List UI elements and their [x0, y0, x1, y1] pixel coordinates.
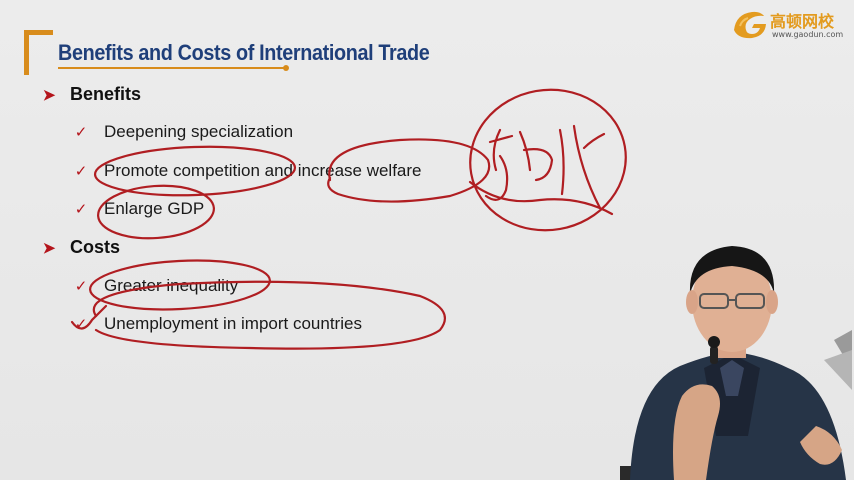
check-icon: ✓ — [74, 278, 88, 295]
list-item-label: Promote competition and increase welfare — [104, 161, 422, 180]
list-item-label: Deepening specialization — [104, 122, 294, 141]
list-item: ✓ Enlarge GDP — [74, 199, 204, 219]
gaodun-logo: 高顿网校 www.gaodun.com — [730, 4, 848, 44]
check-icon: ✓ — [74, 316, 88, 333]
title-underline-dot — [283, 65, 289, 71]
list-item: ✓ Promote competition and increase welfa… — [74, 161, 422, 181]
circle-welfare-note — [469, 88, 627, 232]
arrow-right-icon: ➤ — [42, 86, 56, 104]
gaodun-logo-icon — [734, 11, 766, 39]
list-item-label: Enlarge GDP — [104, 199, 205, 218]
check-icon: ✓ — [74, 201, 88, 218]
list-item-label: Unemployment in import countries — [104, 314, 362, 333]
video-decoration — [824, 330, 852, 390]
check-icon: ✓ — [74, 163, 88, 180]
title-corner-bracket — [24, 30, 53, 75]
section-costs-label: Costs — [70, 237, 121, 257]
list-item: ✓ Unemployment in import countries — [74, 314, 362, 334]
section-benefits-heading: ➤ Benefits — [42, 84, 141, 105]
logo-url: www.gaodun.com — [772, 30, 844, 39]
list-item-label: Greater inequality — [104, 276, 239, 295]
section-benefits-label: Benefits — [70, 84, 142, 104]
welfare-note-stroke — [468, 124, 614, 216]
arrow-right-icon: ➤ — [42, 239, 56, 257]
check-icon: ✓ — [74, 124, 88, 141]
title-underline — [58, 67, 286, 69]
section-costs-heading: ➤ Costs — [42, 237, 120, 258]
slide-title: Benefits and Costs of International Trad… — [58, 40, 430, 65]
logo-name: 高顿网校 — [770, 12, 835, 31]
list-item: ✓ Deepening specialization — [74, 122, 293, 142]
list-item: ✓ Greater inequality — [74, 276, 238, 296]
presenter-video — [620, 246, 846, 480]
